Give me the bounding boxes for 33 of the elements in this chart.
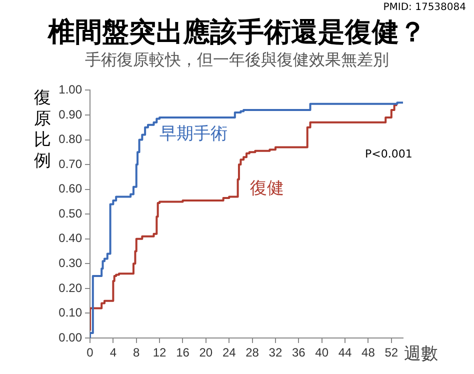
series-label: 復健 [250,178,284,199]
x-tick-label: 12 [152,346,167,360]
chart-title: 椎間盤突出應該手術還是復健？ [46,16,427,50]
y-axis-title: 復原比例 [34,88,52,172]
chart-subtitle: 手術復原較快，但一年後與復健效果無差別 [84,50,390,71]
x-tick-label: 28 [246,346,260,360]
y-tick-label: 0.00 [58,330,82,344]
x-tick-label: 40 [315,346,329,360]
x-tick-label: 32 [268,346,282,360]
y-tick-label: 0.70 [58,156,82,171]
x-tick-label: 16 [176,346,190,360]
x-tick-label: 48 [362,346,376,360]
x-tick-label: 0 [86,346,94,360]
x-tick-label: 8 [133,346,140,360]
y-tick-label: 0.30 [58,256,82,270]
y-tick-label: 0.90 [58,107,82,122]
y-tick-label: 1.00 [58,82,82,97]
y-tick-label: 0.60 [58,182,82,196]
y-tick-label: 0.80 [58,132,82,146]
y-tick-label: 0.20 [58,280,82,295]
x-tick-label: 20 [199,346,213,360]
x-tick-label: 36 [292,346,306,360]
x-tick-label: 24 [222,346,236,360]
x-tick-label: 44 [338,346,352,360]
x-axis-title: 週數 [404,343,438,365]
text: PMID: 17538084 [383,2,466,13]
x-tick-label: 4 [110,346,117,360]
series-label: 早期手術 [160,124,228,144]
y-tick-label: 0.10 [58,306,82,320]
annotation: P<0.001 [365,147,412,160]
y-tick-label: 0.40 [58,231,82,246]
y-tick-label: 0.50 [58,206,82,220]
x-tick-label: 52 [384,346,398,360]
